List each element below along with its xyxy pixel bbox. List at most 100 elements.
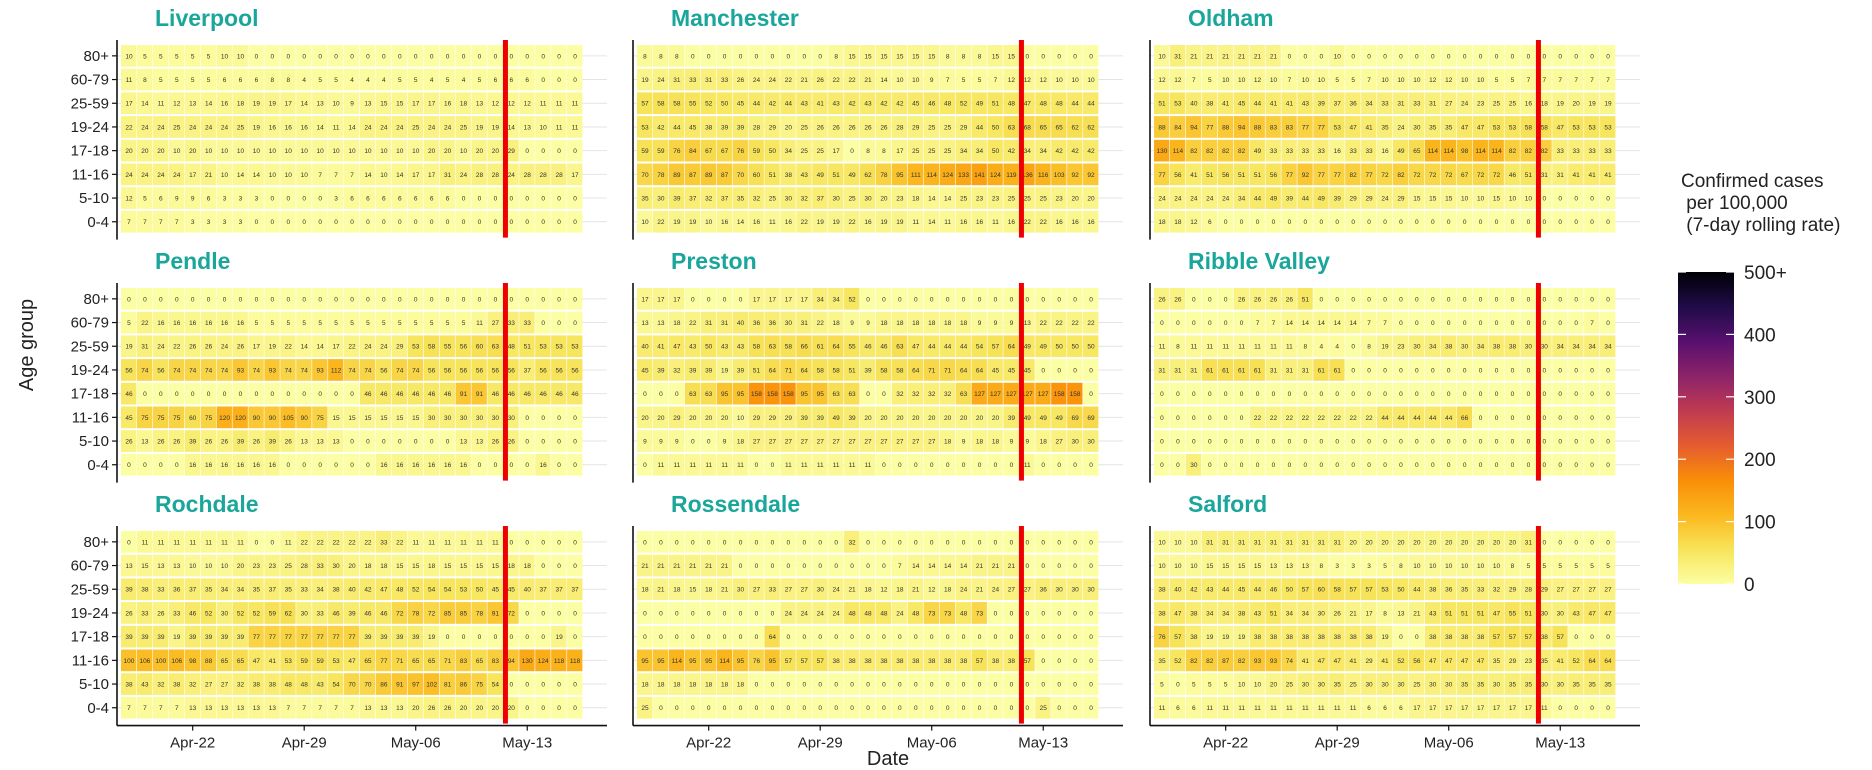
cell-value-label: 47 <box>1557 124 1565 131</box>
heatmap-cell <box>1361 430 1377 452</box>
cell-value-label: 65 <box>237 658 245 665</box>
heatmap-cell <box>551 554 567 577</box>
heatmap-cell <box>939 531 956 553</box>
cell-value-label: 59 <box>657 148 665 155</box>
cell-value-label: 0 <box>1479 415 1483 422</box>
y-tick-label: 80+ <box>84 48 110 65</box>
cell-value-label: 31 <box>1302 367 1310 374</box>
cell-value-label: 33 <box>317 610 325 617</box>
cell-value-label: 18 <box>1541 101 1549 108</box>
cell-value-label: 0 <box>334 462 338 469</box>
heatmap-cell <box>423 453 440 476</box>
heatmap-cell <box>907 578 924 601</box>
heatmap-cell <box>1003 602 1019 624</box>
cell-value-label: 41 <box>1190 172 1198 179</box>
heatmap-cell <box>200 116 216 138</box>
heatmap-cell <box>1504 335 1520 358</box>
cell-value-label: 0 <box>1240 462 1244 469</box>
heatmap-cell <box>359 116 376 138</box>
heatmap-cell <box>296 139 312 162</box>
cell-value-label: 11 <box>992 219 999 226</box>
cell-value-label: 18 <box>1040 438 1048 445</box>
cell-value-label: 10 <box>221 172 229 179</box>
cell-value-label: 74 <box>364 367 372 374</box>
heatmap-cell <box>1297 430 1313 452</box>
cell-value-label: 27 <box>848 438 856 445</box>
cell-value-label: 57 <box>1302 587 1310 594</box>
cell-value-label: 51 <box>848 367 856 374</box>
heatmap-cell <box>375 554 392 577</box>
cell-value-label: 0 <box>1208 296 1212 303</box>
heatmap-cell <box>1083 210 1099 233</box>
heatmap-cell <box>551 335 567 358</box>
cell-value-label: 0 <box>509 219 513 226</box>
cell-value-label: 11 <box>1206 705 1213 712</box>
heatmap-cell <box>1584 92 1600 115</box>
cell-value-label: 34 <box>1286 610 1294 617</box>
cell-value-label: 77 <box>1318 172 1326 179</box>
heatmap-cell <box>1233 311 1249 334</box>
heatmap-cell <box>1377 139 1393 162</box>
heatmap-cell <box>407 531 424 553</box>
cell-value-label: 24 <box>1158 195 1166 202</box>
heatmap-cell <box>1552 430 1568 452</box>
cell-value-label: 93 <box>1270 658 1278 665</box>
heatmap-cell <box>891 210 908 233</box>
heatmap-cell <box>439 430 455 452</box>
heatmap-cell <box>200 382 216 405</box>
cell-value-label: 77 <box>301 634 309 641</box>
heatmap-cell <box>519 554 535 577</box>
cell-value-label: 82 <box>1206 658 1214 665</box>
cell-value-label: 48 <box>301 681 309 688</box>
heatmap-cell <box>121 187 137 209</box>
cell-value-label: 0 <box>1319 219 1323 226</box>
heatmap-cell <box>1281 578 1297 601</box>
heatmap-cell <box>668 92 685 115</box>
heatmap-cell <box>1361 288 1377 310</box>
cell-value-label: 35 <box>1588 681 1596 688</box>
cell-value-label: 97 <box>412 681 420 688</box>
heatmap-cell <box>939 430 956 452</box>
cell-value-label: 0 <box>818 705 822 712</box>
cell-value-label: 53 <box>1604 124 1612 131</box>
cell-value-label: 0 <box>509 539 513 546</box>
heatmap-cell <box>652 531 669 553</box>
heatmap-cell <box>121 68 137 91</box>
cell-value-label: 15 <box>928 53 936 60</box>
cell-value-label: 26 <box>125 438 133 445</box>
heatmap-cell <box>971 453 987 476</box>
heatmap-cell <box>860 335 876 358</box>
heatmap-cell <box>232 139 248 162</box>
cell-value-label: 0 <box>1590 195 1594 202</box>
cell-value-label: 72 <box>1429 172 1437 179</box>
heatmap-cell <box>1568 92 1584 115</box>
heatmap-cell <box>987 68 1003 91</box>
heatmap-cell <box>344 359 360 381</box>
cell-value-label: 30 <box>1190 462 1198 469</box>
heatmap-cell <box>875 163 892 186</box>
cell-value-label: 0 <box>557 415 561 422</box>
cell-value-label: 10 <box>1477 195 1485 202</box>
heatmap-cell <box>1345 406 1361 429</box>
cell-value-label: 0 <box>525 219 529 226</box>
heatmap-cell <box>375 210 392 233</box>
cell-value-label: 16 <box>1381 148 1389 155</box>
heatmap-cell <box>391 163 408 186</box>
heatmap-cell <box>328 696 344 719</box>
cell-value-label: 20 <box>928 415 936 422</box>
cell-value-label: 0 <box>207 391 211 398</box>
heatmap-cell <box>1568 116 1584 138</box>
heatmap-cell <box>1440 453 1457 476</box>
cell-value-label: 7 <box>898 563 902 570</box>
heatmap-cell <box>1408 139 1425 162</box>
cell-value-label: 32 <box>189 681 197 688</box>
cell-value-label: 0 <box>1176 681 1180 688</box>
heatmap-cell <box>1083 116 1099 138</box>
cell-value-label: 16 <box>157 320 165 327</box>
cell-value-label: 19 <box>476 124 484 131</box>
cell-value-label: 0 <box>691 53 695 60</box>
cell-value-label: 0 <box>994 705 998 712</box>
heatmap-cell <box>136 602 153 624</box>
cell-value-label: 33 <box>1381 101 1389 108</box>
